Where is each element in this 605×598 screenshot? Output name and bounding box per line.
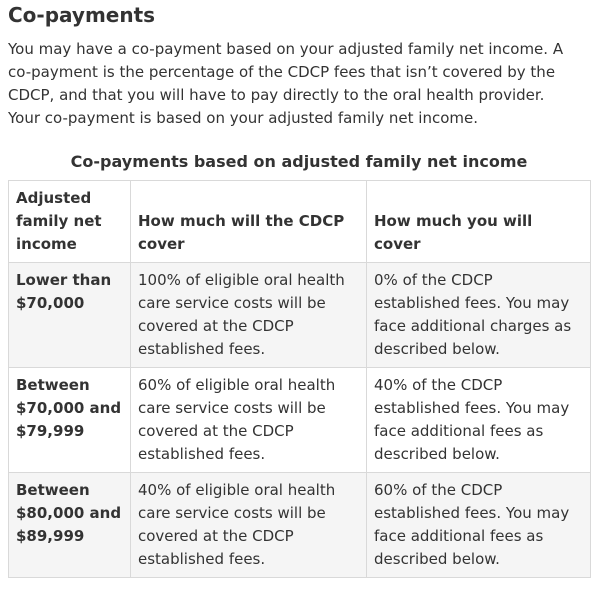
- header-income: Adjusted family net income: [8, 180, 131, 263]
- header-cdcp-cover: How much will the CDCP cover: [130, 180, 367, 263]
- co-payment-table: Adjusted family net income How much will…: [8, 180, 591, 578]
- row-income: Between $70,000 and $79,999: [8, 367, 131, 473]
- row-income: Between $80,000 and $89,999: [8, 472, 131, 578]
- row-income: Lower than $70,000: [8, 262, 131, 368]
- row-cdcp-cover: 60% of eligible oral health care service…: [130, 367, 367, 473]
- table-header-row: Adjusted family net income How much will…: [8, 180, 591, 263]
- row-you-cover: 0% of the CDCP established fees. You may…: [366, 262, 591, 368]
- section-heading: Co-payments: [8, 3, 156, 27]
- header-you-cover: How much you will cover: [366, 180, 591, 263]
- row-cdcp-cover: 100% of eligible oral health care servic…: [130, 262, 367, 368]
- intro-paragraph: You may have a co-payment based on your …: [8, 40, 564, 127]
- table-row: Between $70,000 and $79,999 60% of eligi…: [8, 367, 591, 473]
- table-row: Between $80,000 and $89,999 40% of eligi…: [8, 472, 591, 578]
- table-caption: Co-payments based on adjusted family net…: [70, 152, 528, 171]
- table-row: Lower than $70,000 100% of eligible oral…: [8, 262, 591, 368]
- co-payments-section: Co-payments You may have a co-payment ba…: [8, 0, 598, 578]
- row-cdcp-cover: 40% of eligible oral health care service…: [130, 472, 367, 578]
- row-you-cover: 40% of the CDCP established fees. You ma…: [366, 367, 591, 473]
- row-you-cover: 60% of the CDCP established fees. You ma…: [366, 472, 591, 578]
